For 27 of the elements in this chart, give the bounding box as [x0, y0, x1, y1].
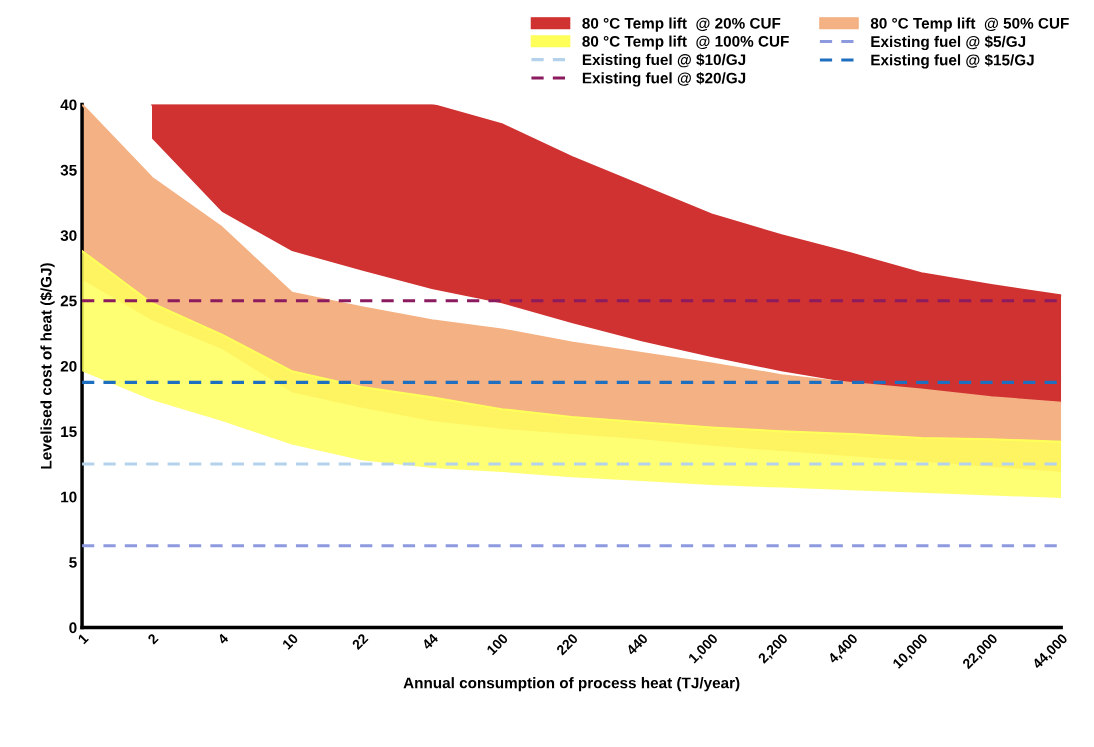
x-tick-label: 4 [216, 632, 229, 645]
y-axis-title: Levelised cost of heat ($/GJ) [40, 263, 55, 469]
y-tick-label: 0 [69, 622, 77, 634]
x-tick-label: 440 [625, 633, 649, 656]
y-tick-label: 25 [60, 295, 77, 307]
y-tick-label: 15 [61, 426, 77, 438]
y-tick-label: 30 [60, 230, 77, 242]
x-tick-label: 44 [421, 632, 439, 651]
y-tick-label: 20 [60, 360, 77, 372]
legend-label: Existing fuel @ $15/GJ [871, 53, 1034, 69]
x-tick-label: 220 [555, 633, 579, 656]
legend-label: 80 °C Temp lift @ 20% CUF [582, 17, 781, 32]
x-tick-label: 22 [351, 632, 369, 651]
x-tick-label: 2 [147, 632, 159, 645]
legend-label: Existing fuel @ $20/GJ [582, 72, 746, 87]
y-tick-label: 35 [60, 164, 77, 176]
y-tick-label: 10 [61, 491, 77, 503]
x-tick-label: 1 [77, 632, 89, 645]
x-tick-label: 100 [486, 633, 509, 656]
y-tick-label: 40 [60, 99, 77, 111]
legend-label: 80 °C Temp lift @ 100% CUF [582, 35, 789, 50]
y-tick-label: 5 [69, 557, 77, 568]
legend-label: Existing fuel @ $5/GJ [871, 35, 1026, 51]
legend-label: Existing fuel @ $10/GJ [582, 53, 746, 69]
x-tick-label: 10 [281, 633, 299, 650]
legend-label: 80 °C Temp lift @ 50% CUF [870, 17, 1069, 32]
x-axis-title: Annual consumption of process heat (TJ/year) [403, 677, 740, 692]
